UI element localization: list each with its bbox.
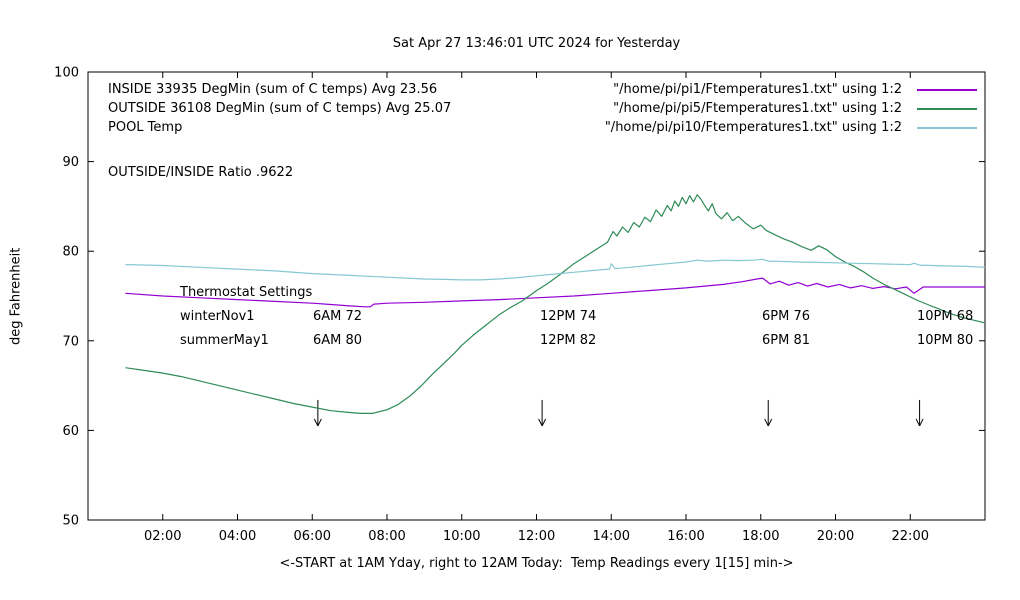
x-tick-label: 10:00 [443,529,480,544]
thermostat-time-arrowhead [541,418,547,427]
thermostat-cell: 12PM 74 [540,309,597,324]
legend-file-pool: "/home/pi/pi10/Ftemperatures1.txt" using… [604,120,902,135]
thermostat-time-arrowhead [317,418,322,427]
thermostat-time-arrowhead [919,418,924,427]
legend-label-inside: INSIDE 33935 DegMin (sum of C temps) Avg… [108,82,438,97]
series-line-pool [125,258,986,281]
thermostat-cell: winterNov1 [180,309,255,324]
legend-row-inside: INSIDE 33935 DegMin (sum of C temps) Avg… [108,80,977,99]
y-tick-label: 70 [62,334,79,349]
thermostat-time-arrowhead [915,418,921,427]
x-tick-label: 16:00 [667,529,704,544]
thermostat-table: winterNov1 6AM 72 12PM 74 6PM 76 10PM 68… [180,305,973,353]
x-tick-label: 02:00 [144,529,181,544]
legend-line-sample-outside [917,107,977,110]
x-axis-label: <-START at 1AM Yday, right to 12AM Today… [279,556,794,571]
x-tick-label: 22:00 [892,529,929,544]
thermostat-cell: summerMay1 [180,333,269,348]
thermostat-time-arrowhead [764,418,769,427]
x-tick-label: 14:00 [593,529,630,544]
thermostat-cell: 6AM 72 [313,309,363,324]
legend-line-sample-pool [917,126,977,129]
legend-row-pool: POOL Temp "/home/pi/pi10/Ftemperatures1.… [108,118,977,137]
ratio-annotation: OUTSIDE/INSIDE Ratio .9622 [108,165,294,180]
y-tick-label: 80 [62,245,79,260]
thermostat-cell: 12PM 82 [540,333,597,348]
thermostat-time-arrowhead [313,418,319,427]
y-tick-label: 90 [62,155,79,170]
x-tick-label: 18:00 [742,529,779,544]
y-tick-label: 50 [62,514,79,529]
x-tick-label: 08:00 [368,529,405,544]
x-tick-label: 12:00 [518,529,555,544]
chart-title: Sat Apr 27 13:46:01 UTC 2024 for Yesterd… [392,36,681,51]
series-line-inside [125,277,985,308]
legend: INSIDE 33935 DegMin (sum of C temps) Avg… [108,80,977,137]
thermostat-heading: Thermostat Settings [180,285,313,300]
thermostat-cell: 6AM 80 [313,333,363,348]
x-tick-label: 06:00 [294,529,331,544]
thermostat-cell: 6PM 76 [762,309,811,324]
legend-line-sample-inside [917,88,977,91]
legend-file-outside: "/home/pi/pi5/Ftemperatures1.txt" using … [613,101,902,116]
thermostat-settings: Thermostat Settings winterNov1 6AM 72 12… [180,281,973,353]
thermostat-cell: 10PM 80 [917,333,974,348]
series-line-outside [125,194,986,414]
x-tick-label: 20:00 [817,529,854,544]
x-tick-label: 04:00 [219,529,256,544]
thermostat-cell: 6PM 81 [762,333,811,348]
legend-row-outside: OUTSIDE 36108 DegMin (sum of C temps) Av… [108,99,977,118]
legend-label-outside: OUTSIDE 36108 DegMin (sum of C temps) Av… [108,101,452,116]
thermostat-time-arrowhead [767,418,773,427]
legend-label-pool: POOL Temp [108,120,183,135]
legend-file-inside: "/home/pi/pi1/Ftemperatures1.txt" using … [613,82,902,97]
thermostat-cell: 10PM 68 [917,309,974,324]
thermostat-time-arrowhead [538,418,543,427]
y-tick-label: 100 [54,66,79,81]
y-tick-label: 60 [62,424,79,439]
